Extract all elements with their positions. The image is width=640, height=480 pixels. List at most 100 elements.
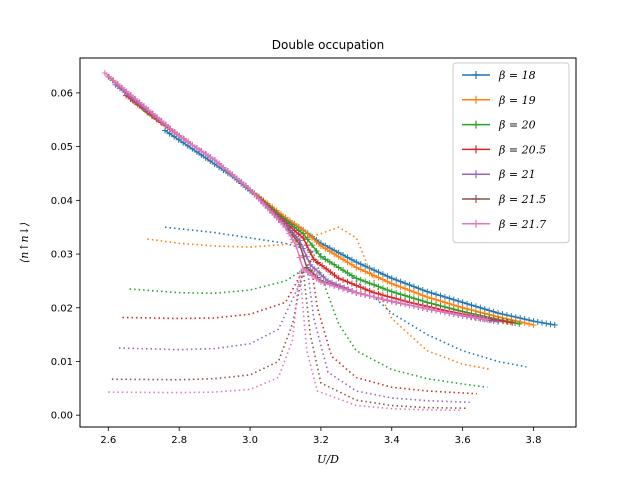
- series-7-marker: [255, 195, 262, 202]
- x-tick-label: 3.2: [313, 435, 329, 446]
- series-1-marker: [379, 271, 386, 278]
- series-7-marker: [348, 288, 355, 295]
- legend-marker: [472, 145, 480, 154]
- series-7-marker: [176, 132, 183, 139]
- series-7-marker: [273, 214, 280, 221]
- series-7-marker: [419, 304, 426, 311]
- series-4-marker: [353, 282, 360, 289]
- series-7-marker: [296, 254, 303, 261]
- legend-label: β = 20: [498, 119, 536, 132]
- series-3-marker: [331, 261, 338, 268]
- series-2-marker: [362, 268, 369, 275]
- x-tick-label: 2.6: [100, 435, 116, 446]
- series-1-marker: [424, 288, 431, 295]
- y-axis-title: ⟨n↑n↓⟩: [18, 222, 31, 263]
- series-3-marker: [322, 256, 329, 263]
- series-6-marker: [303, 264, 310, 271]
- series-5-dotted-line: [118, 261, 470, 404]
- series-7-marker: [233, 175, 240, 182]
- series-6-marker: [300, 252, 307, 259]
- series-2-marker: [344, 259, 351, 266]
- series-7-marker: [467, 313, 474, 320]
- series-7-marker: [353, 289, 360, 296]
- y-tick-label: 0.01: [51, 357, 73, 368]
- series-3-marker: [362, 278, 369, 285]
- series-4-marker: [348, 280, 355, 287]
- series-1-marker: [397, 278, 404, 285]
- series-7: [101, 70, 491, 412]
- series-4-marker: [335, 275, 342, 282]
- series-1-marker: [353, 259, 360, 266]
- series-7-marker: [326, 281, 333, 288]
- series-7-marker: [384, 297, 391, 304]
- series-1-marker: [543, 320, 550, 327]
- series-6-marker: [487, 317, 494, 324]
- series-1-marker: [450, 296, 457, 303]
- series-3-marker: [516, 320, 523, 327]
- legend-marker: [472, 120, 480, 129]
- series-7-marker: [317, 278, 324, 285]
- series-5-marker: [311, 265, 318, 272]
- series-2-marker: [322, 245, 329, 252]
- series-2-marker: [353, 264, 360, 271]
- series-5-marker: [307, 261, 314, 268]
- legend-marker: [472, 95, 480, 104]
- series-1-marker: [419, 286, 426, 293]
- series-7-marker: [264, 205, 271, 212]
- series-7-marker: [101, 70, 108, 77]
- series-7-marker: [480, 315, 487, 322]
- series-7-marker: [128, 92, 135, 99]
- series-2-marker: [371, 272, 378, 279]
- series-7-marker: [441, 309, 448, 316]
- y-tick-label: 0.00: [51, 411, 73, 422]
- series-4-marker: [509, 319, 516, 326]
- x-tick-label: 3.0: [242, 435, 258, 446]
- y-tick-label: 0.04: [51, 196, 73, 207]
- series-7-marker: [216, 160, 223, 167]
- series-7-marker: [293, 242, 300, 249]
- series-3-marker: [313, 247, 320, 254]
- series-1-marker: [437, 292, 444, 299]
- series-7-marker: [304, 269, 311, 276]
- series-4-dotted-line: [122, 257, 477, 395]
- series-7-marker: [286, 230, 293, 237]
- series-1-marker: [371, 267, 378, 274]
- series-7-marker: [136, 99, 143, 106]
- series-2-marker: [309, 234, 316, 241]
- legend-marker: [472, 170, 480, 179]
- axes-layer: 2.6 2.8 3.0 3.2 3.4 3.6 3.8 0.00 0.01 0.02 0.03 0.0…: [51, 88, 542, 446]
- series-5-marker: [320, 273, 327, 280]
- series-7-marker: [335, 284, 342, 291]
- x-tick-label: 3.4: [384, 435, 400, 446]
- series-3-marker: [340, 267, 347, 274]
- series-7-marker: [242, 182, 249, 189]
- plot-layer: [101, 70, 558, 412]
- legend-marker: [472, 219, 480, 228]
- series-7-marker: [167, 125, 174, 132]
- series-4-marker: [319, 262, 326, 269]
- series-7-marker: [229, 171, 236, 178]
- series-7-marker: [375, 295, 382, 302]
- legend-label: β = 18: [498, 69, 536, 82]
- series-7-marker: [437, 308, 444, 315]
- series-7-marker: [224, 168, 231, 175]
- series-1-marker: [534, 318, 541, 325]
- series-7-marker: [406, 302, 413, 309]
- series-7-marker: [278, 219, 285, 226]
- legend-marker: [472, 195, 480, 203]
- series-7-marker: [154, 114, 161, 121]
- series-5-marker: [316, 269, 323, 276]
- x-axis-title: U/D: [317, 453, 339, 466]
- series-7-marker: [158, 118, 165, 125]
- series-3-marker: [406, 294, 413, 301]
- series-1-marker: [402, 280, 409, 287]
- series-2-marker: [313, 238, 320, 245]
- series-7-dotted-line: [108, 270, 463, 412]
- series-4-marker: [314, 259, 321, 266]
- series-7-marker: [459, 312, 466, 319]
- series-1-marker: [464, 300, 471, 307]
- legend-label: β = 21.5: [498, 193, 546, 206]
- series-7-marker: [446, 309, 453, 316]
- series-1-marker: [538, 319, 545, 326]
